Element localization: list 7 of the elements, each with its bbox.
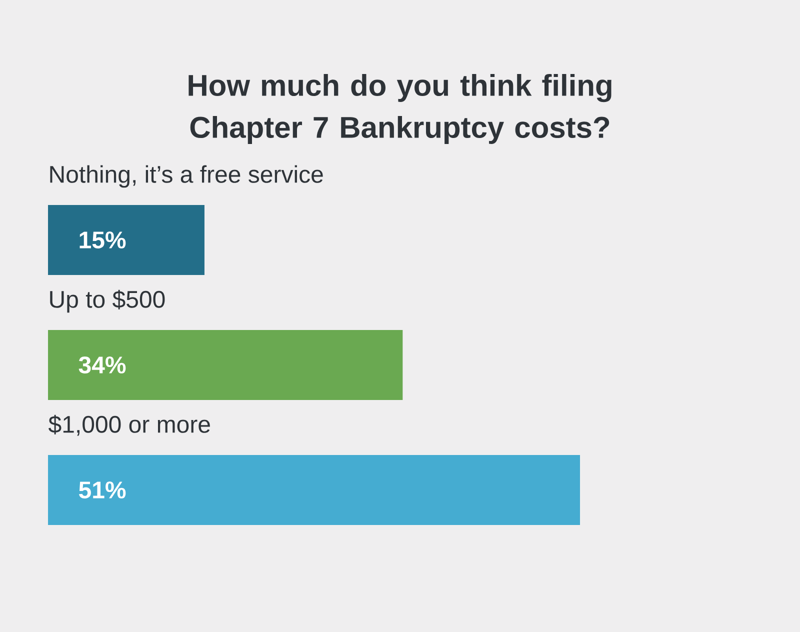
y-tick-label: $1,000 or more — [48, 414, 210, 436]
y-tick-label: Nothing, it’s a free service — [50, 165, 323, 188]
data-label: 15% — [80, 232, 126, 248]
chart-title: How much do you think filing Chapter 7 Bankruptcy costs? — [188, 74, 612, 144]
data-label: 34% — [78, 356, 126, 374]
data-label: 51% — [79, 482, 126, 498]
y-tick-label: Up to $500 — [50, 290, 165, 313]
